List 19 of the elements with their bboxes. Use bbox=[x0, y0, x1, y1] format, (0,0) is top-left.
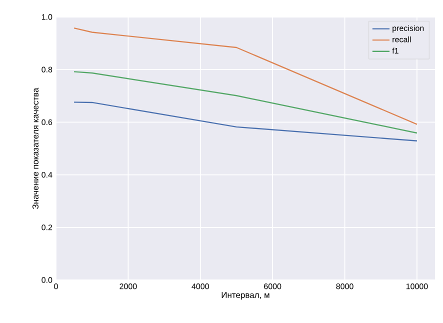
line-series bbox=[73, 102, 418, 142]
legend-label: precision bbox=[392, 25, 424, 33]
x-axis-title: Интервал, м bbox=[222, 292, 270, 300]
x-tick-label: 4000 bbox=[192, 284, 209, 290]
x-tick-label: 8000 bbox=[336, 284, 354, 290]
y-tick-label: 0.0 bbox=[42, 277, 52, 283]
y-tick-label: 0.6 bbox=[42, 119, 52, 126]
y-tick-label: 0.2 bbox=[42, 224, 52, 230]
legend-label: recall bbox=[392, 36, 411, 42]
x-tick-label: 2000 bbox=[120, 284, 137, 290]
y-axis-title: Значение показателя качества bbox=[32, 88, 38, 209]
legend-label: f1 bbox=[392, 48, 398, 54]
x-tick-label: 10000 bbox=[406, 284, 428, 290]
y-tick-label: 1.0 bbox=[42, 14, 52, 20]
x-tick-label: 6000 bbox=[264, 284, 282, 290]
line-series bbox=[73, 71, 418, 134]
y-tick-label: 0.8 bbox=[42, 66, 52, 72]
y-tick-label: 0.4 bbox=[42, 172, 52, 178]
x-tick-label: 0 bbox=[54, 284, 58, 290]
